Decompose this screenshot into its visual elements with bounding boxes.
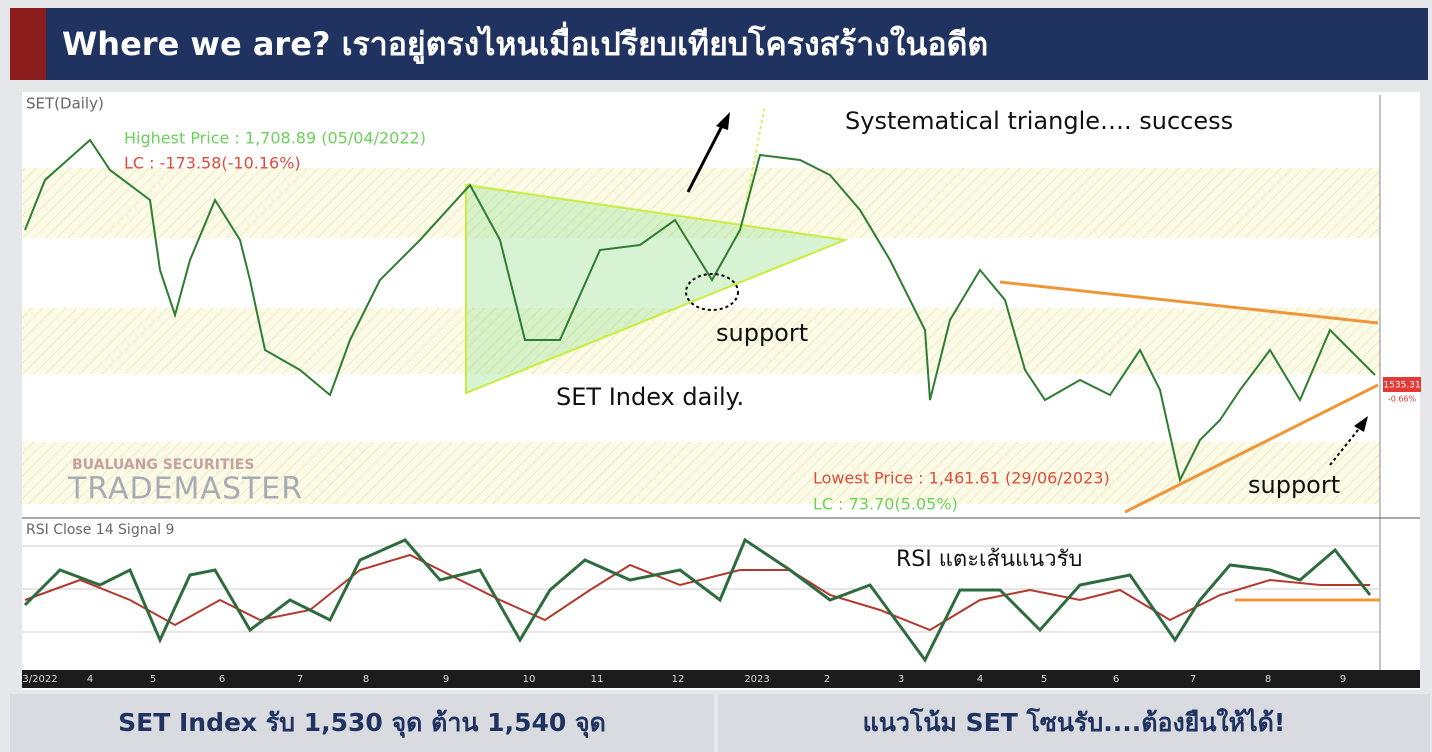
x-axis-bar — [22, 670, 1420, 688]
zone — [22, 308, 1380, 374]
triangle — [465, 183, 849, 395]
x-tick-label: 9 — [443, 674, 449, 685]
rsi-title: RSI Close 14 Signal 9 — [26, 522, 174, 538]
highest-label: Highest Price : 1,708.89 (05/04/2022) — [124, 129, 426, 148]
x-tick-label: 6 — [219, 674, 225, 685]
arrow-head — [716, 112, 730, 130]
price-path — [24, 138, 1376, 483]
x-tick-label: 2 — [824, 674, 830, 685]
breakout-line — [739, 104, 766, 236]
annotation: RSI แตะเส้นแนวรับ — [896, 547, 1082, 572]
header-title: Where we are? เราอยู่ตรงไหนเมื่อเปรียบเท… — [62, 21, 988, 65]
support-circle — [685, 273, 739, 311]
x-tick-label: 11 — [591, 674, 604, 685]
x-tick-label: 3/2022 — [22, 674, 57, 685]
price-tag — [1383, 377, 1421, 392]
header-bar — [10, 8, 1428, 80]
zone — [22, 168, 1380, 238]
support-line — [1124, 383, 1379, 514]
x-tick-label: 2023 — [744, 674, 769, 685]
watermark: BUALUANG SECURITIES — [72, 457, 254, 473]
x-tick-label: 5 — [150, 674, 156, 685]
annotation: support — [716, 319, 808, 347]
x-tick-label: 3 — [898, 674, 904, 685]
x-tick-label: 8 — [363, 674, 369, 685]
footer-box — [718, 694, 1430, 752]
header-accent — [10, 8, 46, 80]
footer-right: แนวโน้ม SET โซนรับ....ต้องยืนให้ได้! — [863, 707, 1286, 737]
change-tag: -0.66% — [1388, 395, 1417, 404]
x-tick-label: 7 — [297, 674, 303, 685]
x-tick-label: 4 — [977, 674, 983, 685]
x-tick-label: 7 — [1190, 674, 1196, 685]
zone — [22, 442, 1380, 504]
watermark: TRADEMASTER — [67, 472, 303, 507]
annotation: Systematical triangle…. success — [845, 107, 1233, 135]
x-tick-label: 8 — [1265, 674, 1271, 685]
footer-left: SET Index รับ 1,530 จุด ต้าน 1,540 จุด — [118, 708, 606, 739]
x-tick-label: 4 — [87, 674, 93, 685]
lowest-label: Lowest Price : 1,461.61 (29/06/2023) — [813, 469, 1110, 488]
highest-lc: LC : -173.58(-10.16%) — [124, 154, 301, 173]
arrow — [686, 121, 726, 193]
rsi-line — [23, 537, 1372, 663]
x-tick-label: 10 — [523, 674, 536, 685]
resistance-line — [999, 280, 1379, 325]
x-tick-label: 12 — [672, 674, 685, 685]
rsi-signal — [24, 553, 1370, 632]
footer-box — [10, 694, 714, 752]
x-tick-label: 5 — [1041, 674, 1047, 685]
x-axis-labels: 3/2022 4 5 6 7 8 9 10 11 12 2023 2 3 4 5 6 7 8 9 — [22, 674, 1346, 685]
arrow — [1329, 424, 1363, 466]
lowest-lc: LC : 73.70(5.05%) — [813, 495, 958, 514]
x-tick-label: 6 — [1113, 674, 1119, 685]
panel-title: SET(Daily) — [26, 95, 104, 113]
price-tag-text: 1535.31 — [1383, 381, 1420, 391]
arrow-head — [1354, 416, 1368, 432]
annotation: SET Index daily. — [556, 383, 744, 411]
x-tick-label: 9 — [1340, 674, 1346, 685]
annotation: support — [1248, 471, 1340, 499]
